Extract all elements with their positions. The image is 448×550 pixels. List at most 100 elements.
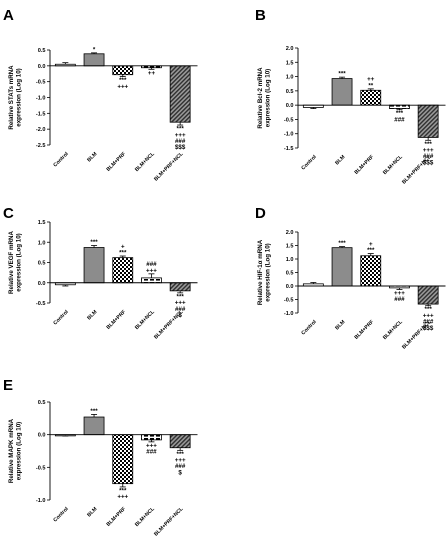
x-tick-label: BLM bbox=[334, 154, 346, 166]
bar-blm bbox=[331, 78, 353, 106]
y-tick-label: -0.5 bbox=[284, 117, 294, 123]
bar-blm-ncl bbox=[141, 434, 162, 441]
significance-mark: *** bbox=[367, 247, 375, 254]
y-tick-label: -1.0 bbox=[284, 311, 294, 317]
y-tick-label: -1.0 bbox=[36, 498, 46, 504]
bar-blm-prf bbox=[360, 89, 382, 106]
bar-blm-ncl bbox=[141, 277, 162, 284]
significance-mark: *** bbox=[119, 250, 127, 257]
significance-mark: *** bbox=[425, 141, 433, 148]
significance-mark: ++ bbox=[148, 70, 156, 77]
y-tick-label: -2.5 bbox=[36, 143, 46, 149]
y-tick-label: 0.0 bbox=[38, 64, 46, 70]
y-axis-label: Relative Bcl-2 mRNAexpression (Log 10) bbox=[257, 67, 272, 129]
y-axis-label-line: Relative STATs mRNA bbox=[8, 65, 15, 130]
y-tick-label: -0.5 bbox=[36, 80, 46, 86]
y-axis-label-line: expression (Log 10) bbox=[265, 69, 272, 127]
significance-mark: *** bbox=[177, 293, 185, 300]
y-axis-label: Relative HIF-1α mRNAexpression (Log 10) bbox=[257, 239, 272, 305]
panel-c: C 1.5 1.0 0.5 0.0 -0.5 Relative VEGF mRNAexpre… bbox=[3, 205, 198, 341]
significance-mark: ### bbox=[394, 296, 405, 303]
significance-mark: $ bbox=[178, 469, 182, 476]
panel-letter: C bbox=[3, 205, 14, 222]
y-tick-label: 0.5 bbox=[286, 89, 294, 95]
x-tick-label: BLM+NCL bbox=[134, 309, 156, 331]
significance-mark: + bbox=[121, 243, 125, 250]
bar-blm-prf bbox=[112, 65, 134, 76]
significance-mark: ### bbox=[175, 463, 186, 470]
panel-b: B 2.0 1.5 1.0 0.5 0.0 -0.5 -1.0 -1.5 Relative Bcl… bbox=[255, 7, 446, 186]
x-tick-label: BLM+PRF+NCL bbox=[153, 506, 185, 538]
significance-mark: +++ bbox=[394, 290, 405, 297]
x-tick-label: Control bbox=[52, 309, 70, 327]
y-tick-label: -1.0 bbox=[284, 132, 294, 138]
x-tick-label: BLM+PRF bbox=[105, 309, 127, 331]
y-tick-label: 1.5 bbox=[38, 220, 46, 226]
bar-blm-prf bbox=[112, 434, 134, 485]
bar-blm-prf bbox=[360, 255, 382, 287]
y-axis-label-line: Relative Bcl-2 mRNA bbox=[257, 67, 264, 129]
x-tick-label: BLM+PRF bbox=[353, 319, 375, 341]
significance-mark: $ bbox=[178, 312, 182, 319]
bar-blm-prf-ncl bbox=[417, 104, 439, 138]
panel-letter: A bbox=[3, 7, 14, 24]
x-tick-label: Control bbox=[52, 151, 70, 169]
significance-mark: +++ bbox=[175, 132, 186, 139]
significance-mark: ++ bbox=[367, 76, 375, 83]
significance-mark: *** bbox=[119, 77, 127, 84]
panel-letter: E bbox=[3, 377, 13, 394]
bar-blm bbox=[83, 53, 105, 67]
significance-mark: *** bbox=[90, 239, 98, 246]
y-axis-label-line: expression (Log 10) bbox=[16, 422, 23, 480]
panel-e: E 0.5 0.0 -0.5 -1.0 Relative MAPK mRNAexpress… bbox=[3, 377, 198, 538]
x-tick-label: BLM+PRF bbox=[105, 151, 127, 173]
significance-mark: +++ bbox=[423, 147, 434, 154]
x-tick-label: BLM+PRF bbox=[105, 506, 127, 528]
y-tick-label: 0.0 bbox=[286, 284, 294, 290]
x-tick-label: BLM+PRF+NCL bbox=[153, 151, 185, 183]
significance-mark: $$$ bbox=[423, 159, 434, 166]
bar-blm-prf-ncl bbox=[417, 285, 439, 305]
bar-blm-prf-ncl bbox=[169, 434, 191, 449]
y-tick-label: 0.5 bbox=[286, 271, 294, 277]
bar-blm bbox=[83, 416, 105, 436]
x-tick-label: BLM bbox=[86, 506, 98, 518]
x-tick-label: Control bbox=[52, 506, 70, 524]
y-tick-label: 0.0 bbox=[38, 433, 46, 439]
y-tick-label: 1.0 bbox=[38, 240, 46, 246]
significance-mark: *** bbox=[396, 110, 404, 117]
significance-mark: *** bbox=[90, 408, 98, 415]
y-tick-label: -0.5 bbox=[36, 301, 46, 307]
panel-d: D 2.0 1.5 1.0 0.5 0.0 -0.5 -1.0 Relative HIF-1α … bbox=[255, 205, 446, 351]
panel-letter: B bbox=[255, 7, 266, 24]
y-axis-label-line: Relative VEGF mRNA bbox=[8, 231, 15, 294]
y-tick-label: 2.0 bbox=[286, 230, 294, 236]
x-tick-label: BLM+NCL bbox=[382, 319, 404, 341]
significance-mark: ### bbox=[423, 319, 434, 326]
x-tick-label: BLM+NCL bbox=[134, 151, 156, 173]
significance-mark: ** bbox=[368, 82, 373, 89]
significance-mark: * bbox=[93, 46, 96, 53]
y-tick-label: 0.5 bbox=[38, 400, 46, 406]
x-tick-label: BLM+NCL bbox=[134, 506, 156, 528]
y-tick-label: 1.0 bbox=[286, 257, 294, 263]
significance-mark: +++ bbox=[146, 442, 157, 449]
significance-mark: +++ bbox=[117, 83, 128, 90]
y-axis-label: Relative MAPK mRNAexpression (Log 10) bbox=[8, 418, 23, 483]
x-tick-label: BLM+PRF+NCL bbox=[153, 309, 185, 341]
y-axis-label-line: Relative MAPK mRNA bbox=[8, 418, 15, 483]
bar-blm bbox=[331, 247, 353, 287]
significance-mark: *** bbox=[177, 126, 185, 133]
significance-mark: ### bbox=[175, 138, 186, 145]
x-tick-label: BLM+PRF+NCL bbox=[401, 319, 433, 351]
significance-mark: +++ bbox=[423, 312, 434, 319]
panel-a: A 0.5 0.0 -0.5 -1.0 -1.5 -2.0 -2.5 Relative STAT… bbox=[3, 7, 198, 183]
y-tick-label: -2.0 bbox=[36, 127, 46, 133]
bar-blm-ncl bbox=[389, 104, 410, 109]
y-tick-label: 1.5 bbox=[286, 60, 294, 66]
bar-blm-prf bbox=[112, 257, 134, 284]
significance-mark: *** bbox=[338, 240, 346, 247]
x-tick-label: BLM+PRF bbox=[353, 154, 375, 176]
significance-mark: *** bbox=[177, 451, 185, 458]
